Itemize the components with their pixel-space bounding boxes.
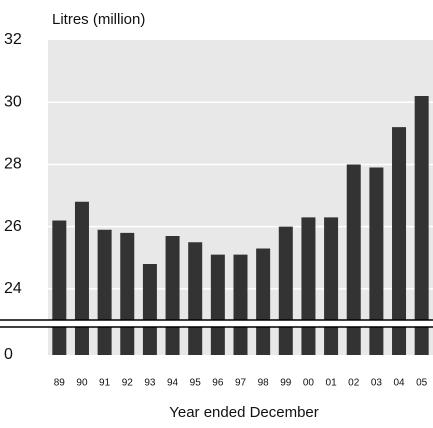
y-tick-label: 30 bbox=[4, 93, 22, 110]
y-tick-label: 26 bbox=[4, 218, 22, 235]
bar bbox=[278, 226, 293, 355]
bar bbox=[233, 254, 248, 355]
x-tick-label: 03 bbox=[371, 378, 383, 389]
bar bbox=[97, 229, 112, 355]
y-tick-label: 32 bbox=[4, 31, 22, 48]
x-tick-label: 02 bbox=[348, 378, 360, 389]
axis-break-gap bbox=[0, 320, 433, 327]
x-tick-label: 91 bbox=[99, 378, 111, 389]
x-tick-label: 95 bbox=[190, 378, 202, 389]
bar bbox=[52, 220, 67, 355]
bar bbox=[210, 254, 225, 355]
x-tick-label: 05 bbox=[416, 378, 428, 389]
x-tick-label: 89 bbox=[54, 378, 66, 389]
x-tick-label: 93 bbox=[144, 378, 156, 389]
bar bbox=[346, 164, 361, 355]
x-tick-label: 00 bbox=[303, 378, 315, 389]
bar bbox=[369, 167, 384, 355]
x-tick-label: 97 bbox=[235, 378, 247, 389]
bar bbox=[392, 127, 407, 355]
bar bbox=[414, 96, 429, 355]
y-tick-label: 0 bbox=[4, 346, 13, 363]
x-tick-label: 90 bbox=[76, 378, 88, 389]
x-tick-label: 92 bbox=[122, 378, 134, 389]
x-tick-label: 98 bbox=[258, 378, 270, 389]
x-tick-label: 96 bbox=[212, 378, 224, 389]
bar bbox=[142, 264, 157, 355]
bar bbox=[165, 236, 180, 355]
bar bbox=[324, 217, 339, 355]
bar bbox=[188, 242, 203, 355]
bar bbox=[74, 201, 89, 355]
bar bbox=[256, 248, 271, 355]
x-tick-label: 99 bbox=[280, 378, 292, 389]
x-tick-label: 04 bbox=[393, 378, 405, 389]
bar bbox=[301, 217, 316, 355]
y-tick-label: 28 bbox=[4, 156, 22, 173]
x-tick-label: 94 bbox=[167, 378, 179, 389]
y-tick-label: 24 bbox=[4, 280, 22, 297]
bar bbox=[120, 232, 135, 355]
y-axis-label: Litres (million) bbox=[52, 11, 145, 28]
x-axis-label: Year ended December bbox=[169, 404, 319, 421]
x-tick-label: 01 bbox=[326, 378, 338, 389]
